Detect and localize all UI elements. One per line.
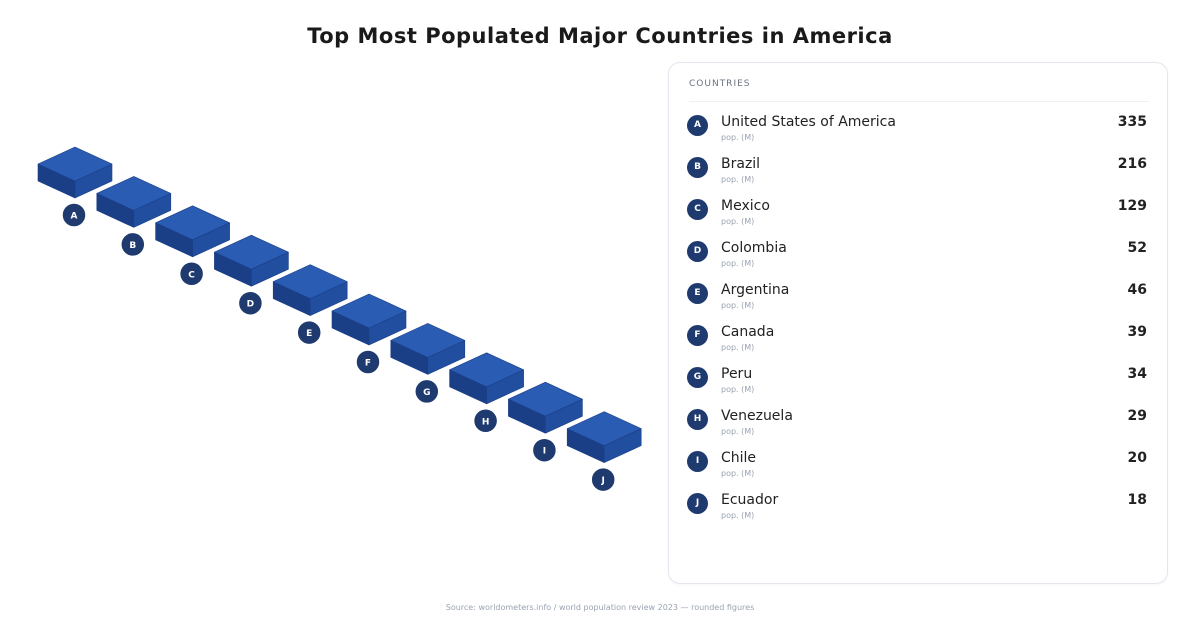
block-badge — [237, 290, 264, 316]
ranking-row: A United States of America pop. (M) 335 — [687, 111, 1149, 153]
block-mark: J — [566, 411, 642, 493]
ranking-row: B Brazil pop. (M) 216 — [687, 153, 1149, 195]
block-badge — [178, 261, 205, 287]
block-badge — [590, 466, 616, 493]
block-badge-label: B — [129, 241, 136, 251]
panel-divider — [689, 101, 1149, 102]
block-top-face — [272, 264, 348, 299]
country-subtext: pop. (M) — [721, 385, 755, 394]
block-top-face — [214, 234, 289, 270]
block-badge-label: A — [71, 212, 78, 222]
country-name: United States of America — [721, 114, 896, 130]
chart-title: Top Most Populated Major Countries in Am… — [307, 24, 893, 48]
country-subtext: pop. (M) — [721, 175, 755, 184]
ranking-list: A United States of America pop. (M) 335 B Bra… — [687, 111, 1149, 531]
ranking-row: C Mexico pop. (M) 129 — [687, 195, 1149, 237]
ranking-row: E Argentina pop. (M) 46 — [687, 279, 1149, 321]
ranking-row: I Chile pop. (M) 20 — [687, 447, 1149, 489]
rank-badge: H — [687, 409, 708, 430]
block-mark: E — [272, 264, 348, 346]
block-badge-label: E — [306, 329, 312, 339]
panel-header: COUNTRIES — [689, 79, 751, 89]
block-top-face — [449, 352, 524, 388]
ranking-row: G Peru pop. (M) 34 — [687, 363, 1149, 405]
country-name: Mexico — [721, 198, 770, 214]
block-badge-label: G — [423, 388, 430, 398]
block-badge — [120, 231, 146, 258]
country-name: Brazil — [721, 156, 761, 172]
rank-badge: C — [687, 199, 708, 220]
ranking-row: J Ecuador pop. (M) 18 — [687, 489, 1149, 531]
country-name: Canada — [721, 324, 775, 340]
country-value: 52 — [1127, 240, 1147, 256]
block-mark: H — [449, 352, 524, 434]
block-mark: G — [390, 323, 466, 405]
rank-badge: I — [687, 451, 708, 472]
country-value: 39 — [1127, 324, 1147, 340]
rank-badge: G — [687, 367, 708, 388]
ranking-row: F Canada pop. (M) 39 — [687, 321, 1149, 363]
block-badge-label: F — [365, 359, 371, 369]
ranking-row: D Colombia pop. (M) 52 — [687, 237, 1149, 279]
block-top-face — [390, 323, 466, 358]
country-subtext: pop. (M) — [721, 511, 755, 520]
isometric-block-chart: A B C D E F G H I J — [37, 146, 642, 493]
country-value: 18 — [1127, 492, 1147, 508]
country-name: Colombia — [721, 240, 787, 256]
country-name: Ecuador — [721, 492, 779, 508]
country-value: 20 — [1127, 450, 1147, 466]
country-subtext: pop. (M) — [721, 217, 755, 226]
ranking-panel: COUNTRIES A United States of America pop. … — [668, 62, 1168, 584]
block-top-face — [566, 411, 642, 446]
block-badge — [414, 378, 440, 405]
block-badge — [61, 202, 87, 228]
block-badge — [296, 319, 322, 346]
country-value: 46 — [1127, 282, 1147, 298]
rank-badge: J — [687, 493, 708, 514]
country-name: Venezuela — [721, 408, 793, 424]
block-mark: F — [331, 293, 407, 375]
rank-badge: A — [687, 115, 708, 136]
rank-badge: B — [687, 157, 708, 178]
block-top-face — [508, 381, 583, 417]
source-footer: Source: worldometers.info / world popula… — [445, 603, 755, 612]
country-name: Chile — [721, 450, 757, 466]
country-name: Argentina — [721, 282, 790, 298]
block-badge — [472, 408, 499, 434]
block-mark: A — [37, 146, 113, 228]
block-badge-label: I — [543, 447, 546, 457]
rank-badge: E — [687, 283, 708, 304]
block-top-face — [331, 293, 407, 329]
block-badge — [531, 437, 558, 463]
country-value: 129 — [1117, 198, 1147, 214]
country-subtext: pop. (M) — [721, 427, 755, 436]
rank-badge: F — [687, 325, 708, 346]
ranking-row: H Venezuela pop. (M) 29 — [687, 405, 1149, 447]
block-top-face — [37, 146, 113, 182]
block-badge-label: H — [482, 417, 490, 427]
block-badge — [355, 349, 381, 375]
country-subtext: pop. (M) — [721, 301, 755, 310]
block-mark: B — [96, 176, 172, 258]
block-mark: I — [508, 381, 583, 463]
block-mark: C — [155, 205, 230, 287]
country-name: Peru — [721, 366, 753, 382]
country-subtext: pop. (M) — [721, 133, 755, 142]
block-badge-label: C — [188, 270, 195, 280]
block-badge-label: D — [247, 300, 254, 310]
country-value: 29 — [1127, 408, 1147, 424]
block-top-face — [155, 205, 230, 241]
block-badge-label: J — [601, 476, 605, 486]
country-value: 34 — [1127, 366, 1147, 382]
block-top-face — [96, 176, 172, 211]
country-subtext: pop. (M) — [721, 259, 755, 268]
block-mark: D — [214, 234, 289, 316]
country-subtext: pop. (M) — [721, 469, 755, 478]
country-subtext: pop. (M) — [721, 343, 755, 352]
country-value: 216 — [1117, 156, 1147, 172]
country-value: 335 — [1117, 114, 1147, 130]
rank-badge: D — [687, 241, 708, 262]
